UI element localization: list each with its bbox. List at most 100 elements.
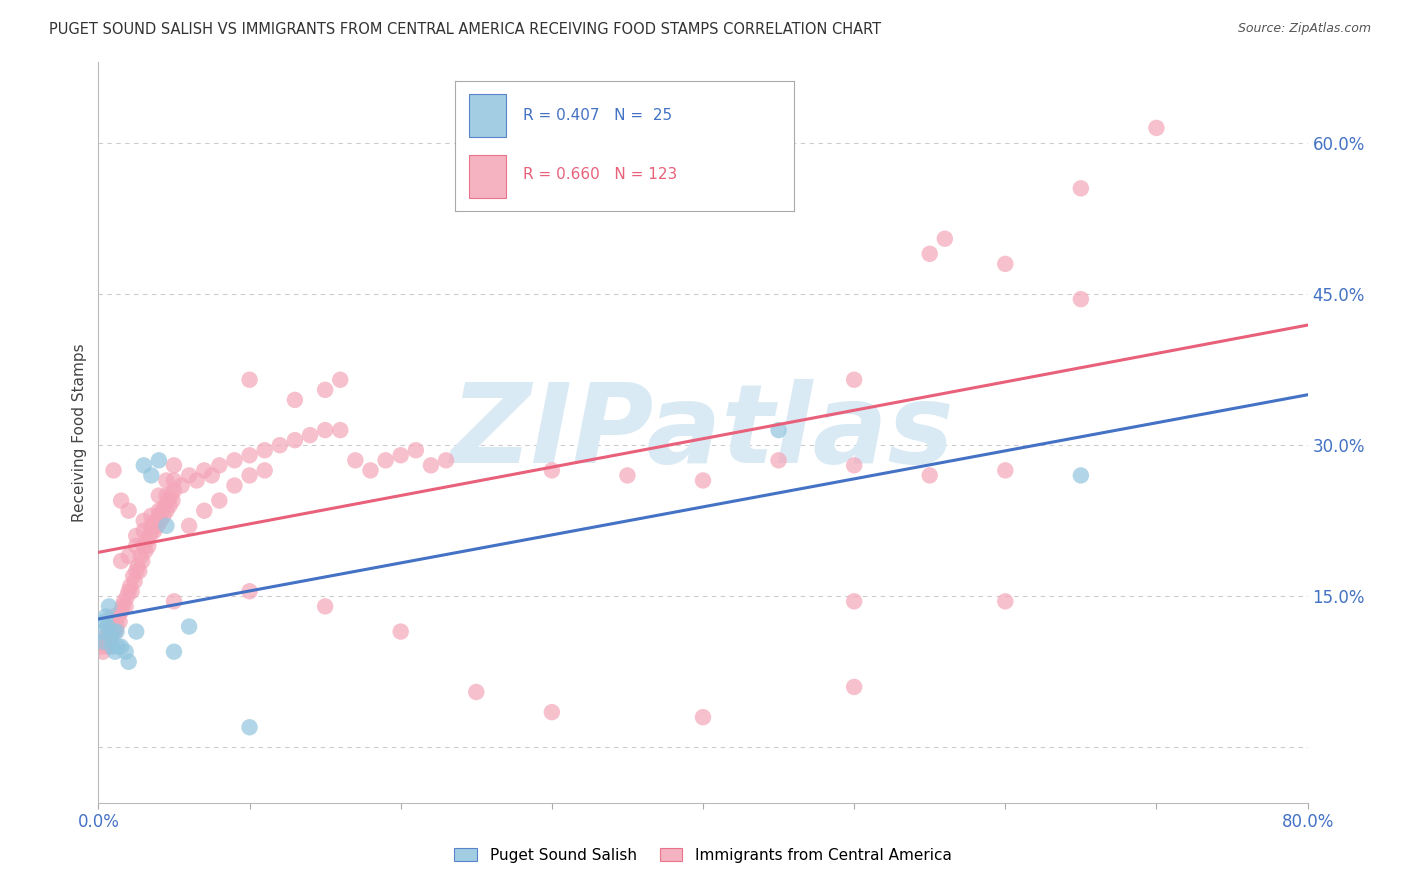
Point — [94, 630, 117, 644]
Point — [90, 640, 112, 654]
Point — [148, 508, 170, 523]
Point — [136, 539, 159, 553]
Text: Source: ZipAtlas.com: Source: ZipAtlas.com — [1237, 22, 1371, 36]
Point — [208, 493, 231, 508]
Point — [224, 478, 246, 492]
Point — [125, 539, 148, 553]
Point — [284, 392, 307, 407]
Point — [111, 599, 134, 614]
Point — [239, 373, 262, 387]
Point — [193, 463, 215, 477]
Point — [135, 533, 157, 548]
Point — [540, 463, 562, 477]
Point — [1070, 292, 1092, 306]
Point — [127, 559, 149, 574]
Point — [132, 458, 155, 473]
Point — [179, 468, 201, 483]
Point — [314, 423, 336, 437]
Point — [96, 640, 118, 654]
Point — [844, 373, 866, 387]
Point — [239, 448, 262, 462]
Point — [142, 518, 165, 533]
Point — [148, 489, 170, 503]
Point — [208, 458, 231, 473]
Point — [239, 720, 262, 734]
Point — [114, 645, 136, 659]
Point — [374, 453, 396, 467]
Point — [146, 518, 169, 533]
Point — [110, 604, 132, 618]
Point — [100, 630, 122, 644]
Point — [125, 624, 148, 639]
Point — [121, 584, 143, 599]
Point — [114, 599, 136, 614]
Point — [132, 539, 155, 553]
Point — [145, 514, 167, 528]
Point — [314, 383, 336, 397]
Point — [179, 518, 201, 533]
Legend: Puget Sound Salish, Immigrants from Central America: Puget Sound Salish, Immigrants from Cent… — [449, 842, 957, 869]
Point — [132, 524, 155, 538]
Point — [122, 569, 145, 583]
Point — [98, 624, 121, 639]
Point — [118, 549, 141, 563]
Point — [90, 624, 112, 639]
Point — [139, 529, 162, 543]
Point — [844, 458, 866, 473]
Point — [118, 655, 141, 669]
Text: ZIPatlas: ZIPatlas — [451, 379, 955, 486]
Point — [107, 640, 129, 654]
Point — [155, 489, 177, 503]
Point — [844, 594, 866, 608]
Point — [125, 564, 148, 578]
Point — [994, 463, 1017, 477]
Point — [1070, 468, 1092, 483]
Point — [253, 463, 276, 477]
Point — [329, 373, 352, 387]
Point — [105, 619, 128, 633]
Point — [160, 489, 183, 503]
Point — [110, 493, 132, 508]
Point — [112, 594, 135, 608]
Point — [155, 518, 177, 533]
Point — [170, 478, 193, 492]
Point — [141, 468, 163, 483]
Point — [103, 624, 125, 639]
Point — [153, 499, 176, 513]
Point — [150, 504, 173, 518]
Point — [768, 453, 790, 467]
Point — [239, 468, 262, 483]
Point — [329, 423, 352, 437]
Text: PUGET SOUND SALISH VS IMMIGRANTS FROM CENTRAL AMERICA RECEIVING FOOD STAMPS CORR: PUGET SOUND SALISH VS IMMIGRANTS FROM CE… — [49, 22, 882, 37]
Point — [692, 710, 714, 724]
Point — [616, 468, 638, 483]
Point — [101, 619, 124, 633]
Point — [186, 474, 208, 488]
Point — [163, 483, 186, 498]
Point — [269, 438, 291, 452]
Point — [299, 428, 322, 442]
Y-axis label: Receiving Food Stamps: Receiving Food Stamps — [72, 343, 87, 522]
Point — [94, 609, 117, 624]
Point — [405, 443, 427, 458]
Point — [201, 468, 224, 483]
Point — [118, 504, 141, 518]
Point — [1070, 181, 1092, 195]
Point — [994, 257, 1017, 271]
Point — [124, 574, 146, 589]
Point — [284, 433, 307, 447]
Point — [163, 474, 186, 488]
Point — [110, 640, 132, 654]
Point — [91, 645, 114, 659]
Point — [360, 463, 382, 477]
Point — [768, 423, 790, 437]
Point — [120, 579, 142, 593]
Point — [162, 493, 184, 508]
Point — [434, 453, 457, 467]
Point — [108, 615, 131, 629]
Point — [344, 453, 367, 467]
Point — [540, 705, 562, 719]
Point — [994, 594, 1017, 608]
Point — [115, 590, 138, 604]
Point — [389, 448, 412, 462]
